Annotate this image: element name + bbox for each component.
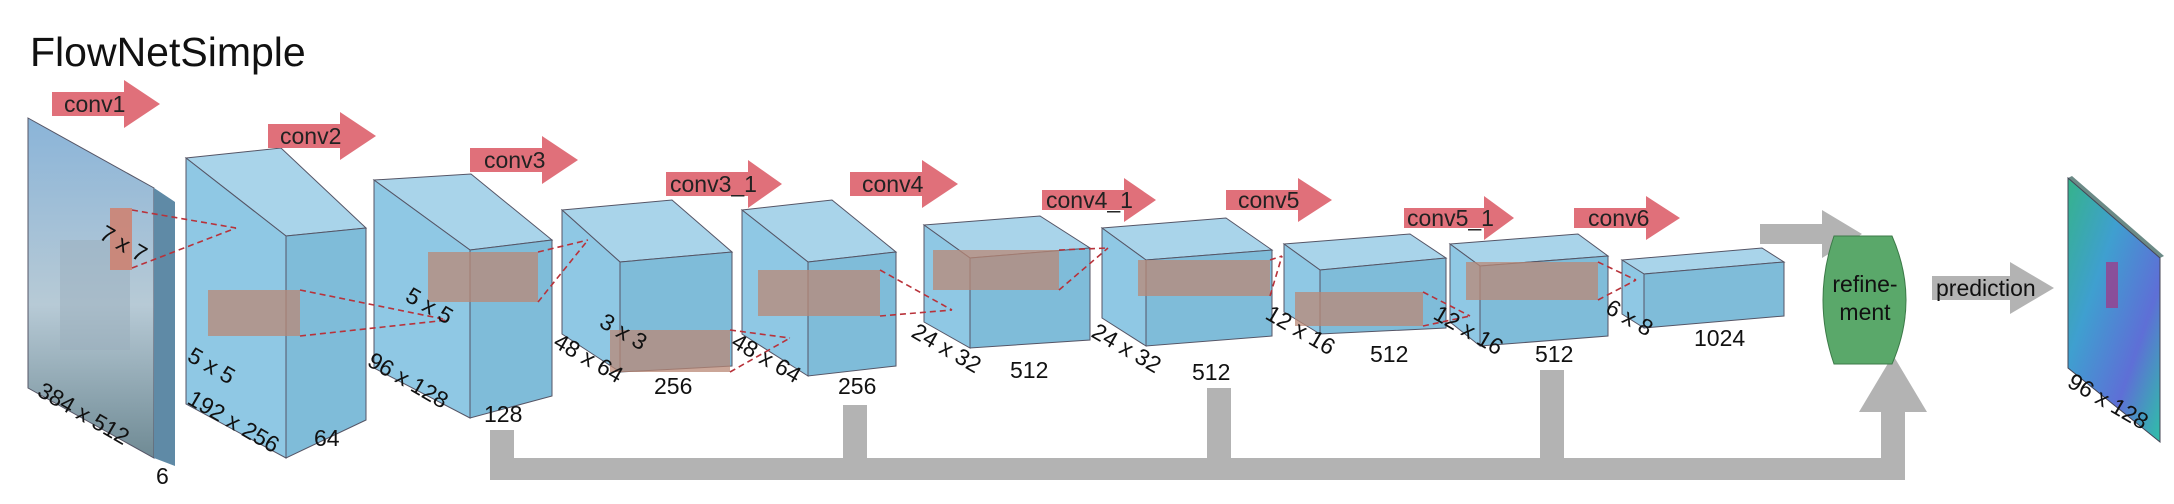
conv4-channels: 256 [838, 373, 876, 399]
arrow-conv2: conv2 [268, 112, 376, 160]
conv3-label: conv3 [484, 147, 545, 173]
prediction-label: prediction [1936, 275, 2036, 301]
conv5_1-label: conv5_1 [1407, 205, 1494, 231]
conv6-label: conv6 [1588, 205, 1649, 231]
conv5_1-channels: 512 [1370, 341, 1408, 367]
skip-connections [490, 355, 1927, 480]
block-conv5 [1100, 217, 1274, 347]
conv-blocks [184, 147, 1786, 459]
arrow-conv4: conv4 [850, 160, 958, 208]
arrow-conv5_1: conv5_1 [1404, 196, 1514, 240]
final-channels: 1024 [1694, 325, 1745, 351]
arrow-conv6: conv6 [1574, 196, 1680, 240]
block-conv3_1 [560, 199, 734, 373]
block-conv4_1 [922, 215, 1092, 349]
conv3_1-label: conv3_1 [670, 171, 757, 197]
conv3_1-channels: 256 [654, 373, 692, 399]
arrow-conv4_1: conv4_1 [1042, 178, 1156, 222]
conv2-label: conv2 [280, 123, 341, 149]
arrow-conv5: conv5 [1226, 178, 1332, 222]
block-conv4 [740, 199, 898, 377]
conv5-channels: 512 [1192, 359, 1230, 385]
conv-arrows: conv1 conv2 conv3 conv3_1 conv4 conv4_1 … [52, 80, 1680, 240]
block-conv2 [184, 147, 368, 459]
arrow-conv3: conv3 [470, 136, 578, 184]
refinement-label-line1: refine- [1832, 271, 1897, 297]
block-final [1620, 247, 1786, 329]
conv4_1-label: conv4_1 [1046, 187, 1133, 213]
block-conv3 [372, 173, 554, 419]
arrow-conv3_1: conv3_1 [666, 160, 782, 208]
conv3-channels: 128 [484, 401, 522, 427]
diagram-title: FlowNetSimple [30, 29, 306, 75]
conv2-channels: 64 [314, 425, 340, 451]
conv4_1-channels: 512 [1010, 357, 1048, 383]
input-channels: 6 [156, 463, 169, 489]
refinement-module: refine- ment [1822, 235, 1907, 365]
refinement-label-line2: ment [1839, 299, 1891, 325]
arrow-conv1: conv1 [52, 80, 160, 128]
conv5-label: conv5 [1238, 187, 1299, 213]
block-conv6 [1448, 233, 1610, 348]
input-image [27, 117, 175, 466]
conv1-label: conv1 [64, 91, 125, 117]
block-conv5_1 [1282, 233, 1448, 335]
kernel-projections [131, 209, 1637, 373]
conv4-label: conv4 [862, 171, 924, 197]
conv6-channels: 512 [1535, 341, 1573, 367]
prediction-output [2067, 176, 2164, 444]
